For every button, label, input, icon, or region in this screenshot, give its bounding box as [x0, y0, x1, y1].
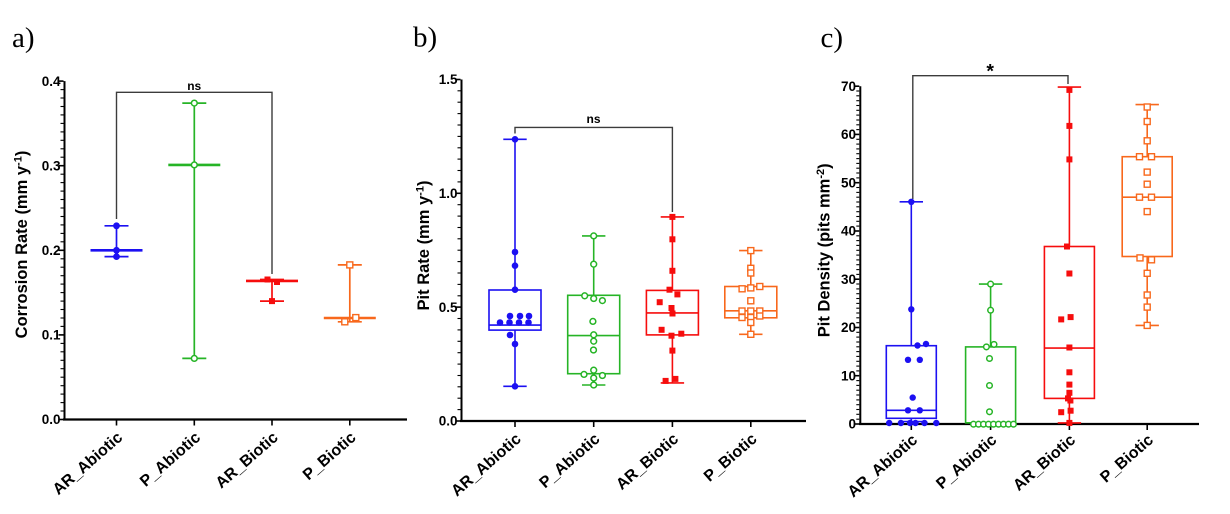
svg-text:1.5: 1.5 [439, 72, 458, 87]
svg-text:Pit Density (pits mm-2): Pit Density (pits mm-2) [815, 163, 834, 337]
svg-text:0.4: 0.4 [42, 74, 61, 89]
svg-text:1.0: 1.0 [439, 186, 458, 201]
svg-text:b): b) [413, 22, 437, 54]
svg-text:0.1: 0.1 [42, 328, 61, 343]
svg-text:20: 20 [841, 320, 856, 335]
svg-text:ns: ns [187, 79, 201, 93]
svg-text:ns: ns [586, 112, 600, 126]
svg-text:Corrosion Rate (mm y-1): Corrosion Rate (mm y-1) [13, 151, 32, 339]
svg-text:*: * [986, 61, 994, 83]
svg-text:40: 40 [841, 224, 856, 239]
svg-text:Pit Rate (mm y-1): Pit Rate (mm y-1) [415, 181, 434, 311]
svg-text:0.5: 0.5 [439, 300, 458, 315]
svg-text:70: 70 [841, 79, 856, 94]
svg-text:0.0: 0.0 [42, 412, 61, 427]
svg-text:0.3: 0.3 [42, 158, 61, 173]
svg-text:c): c) [821, 22, 844, 54]
svg-text:0.2: 0.2 [42, 243, 61, 258]
svg-text:10: 10 [841, 369, 856, 384]
svg-text:0.0: 0.0 [439, 414, 458, 429]
svg-text:a): a) [12, 22, 35, 54]
svg-text:30: 30 [841, 272, 856, 287]
svg-text:50: 50 [841, 175, 856, 190]
svg-text:60: 60 [841, 127, 856, 142]
svg-text:0: 0 [848, 417, 856, 432]
